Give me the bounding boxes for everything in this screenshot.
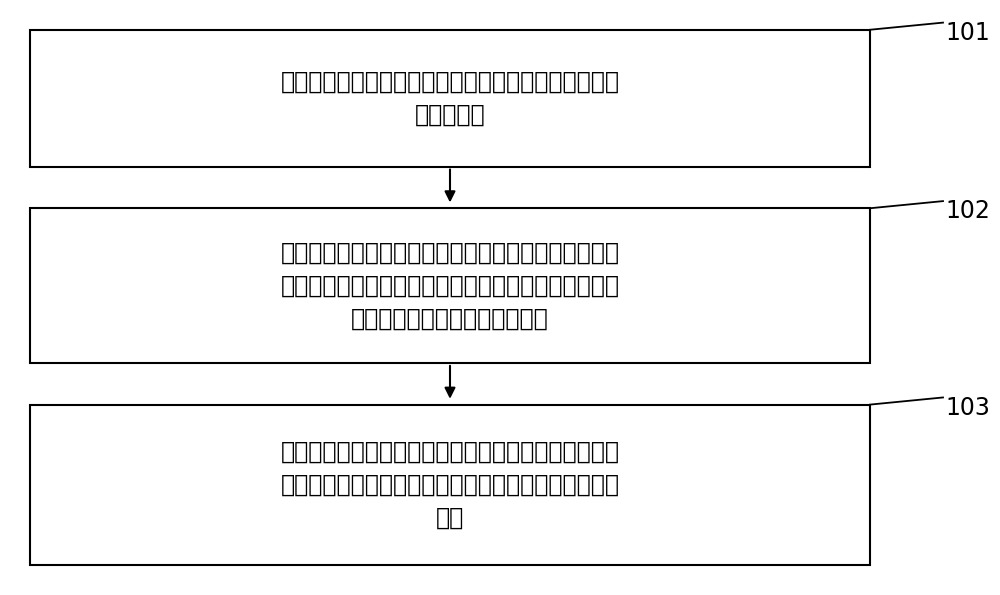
Bar [30, 30, 870, 167]
Bar [30, 208, 870, 363]
Text: 101: 101 [945, 21, 990, 45]
Text: 控制所述储能系统的充放电功率为所述最优充放电功率: 控制所述储能系统的充放电功率为所述最优充放电功率 [280, 440, 620, 464]
Text: 火打捆外送系统的火电最优出力: 火打捆外送系统的火电最优出力 [351, 306, 549, 330]
Text: 出力: 出力 [436, 506, 464, 530]
Text: 根据风火打捆外送系统的风电出力确定储能系统的最优: 根据风火打捆外送系统的风电出力确定储能系统的最优 [280, 70, 620, 94]
Text: 根据特高压直流额定输送功率确定特高压直流实际输送: 根据特高压直流额定输送功率确定特高压直流实际输送 [280, 241, 620, 265]
Text: 充放电功率: 充放电功率 [415, 102, 485, 127]
Text: 控制所述风火打捆外送系统的火电出力为所述火电最优: 控制所述风火打捆外送系统的火电出力为所述火电最优 [280, 473, 620, 497]
Bar [30, 405, 870, 565]
Text: 102: 102 [945, 199, 990, 223]
Text: 103: 103 [945, 396, 990, 419]
Text: 功率，并利用所述特高压直流实际输送功率确定所述风: 功率，并利用所述特高压直流实际输送功率确定所述风 [280, 274, 620, 298]
